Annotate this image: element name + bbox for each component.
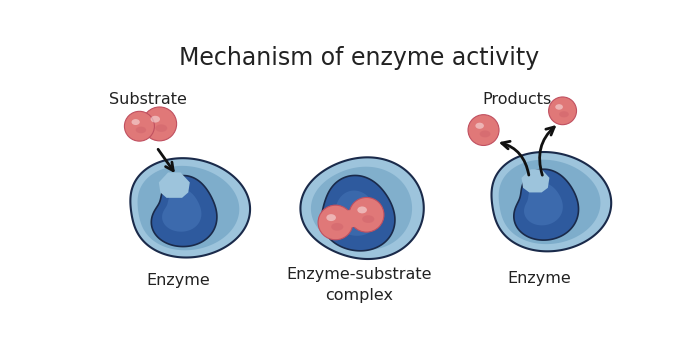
Text: Substrate: Substrate — [109, 92, 187, 107]
Polygon shape — [334, 191, 378, 236]
Circle shape — [549, 97, 577, 125]
Polygon shape — [130, 158, 250, 257]
Polygon shape — [137, 166, 239, 250]
Ellipse shape — [150, 116, 160, 122]
Ellipse shape — [555, 104, 563, 110]
Circle shape — [318, 205, 353, 240]
Ellipse shape — [475, 123, 484, 129]
Ellipse shape — [136, 127, 146, 133]
Polygon shape — [322, 175, 395, 251]
Text: Enzyme: Enzyme — [508, 271, 571, 286]
Polygon shape — [498, 160, 601, 244]
Ellipse shape — [141, 120, 159, 130]
Ellipse shape — [155, 124, 167, 132]
Polygon shape — [491, 152, 611, 251]
Polygon shape — [311, 167, 412, 250]
Ellipse shape — [326, 214, 336, 221]
Text: Enzyme: Enzyme — [146, 273, 210, 288]
Polygon shape — [162, 189, 202, 232]
Circle shape — [143, 107, 176, 141]
Ellipse shape — [132, 119, 140, 125]
Polygon shape — [524, 183, 563, 225]
Ellipse shape — [331, 223, 343, 231]
Circle shape — [468, 115, 499, 145]
Ellipse shape — [480, 130, 491, 137]
Polygon shape — [300, 157, 424, 259]
Circle shape — [349, 198, 384, 232]
Polygon shape — [159, 172, 190, 198]
Ellipse shape — [559, 111, 569, 117]
Text: Products: Products — [483, 92, 552, 107]
Ellipse shape — [336, 210, 365, 227]
Text: Mechanism of enzyme activity: Mechanism of enzyme activity — [178, 46, 539, 71]
Ellipse shape — [362, 215, 375, 223]
Polygon shape — [514, 169, 578, 240]
Polygon shape — [522, 169, 550, 192]
Ellipse shape — [357, 207, 367, 213]
Circle shape — [125, 111, 155, 141]
Text: Enzyme-substrate
complex: Enzyme-substrate complex — [286, 267, 431, 303]
Polygon shape — [151, 175, 217, 247]
